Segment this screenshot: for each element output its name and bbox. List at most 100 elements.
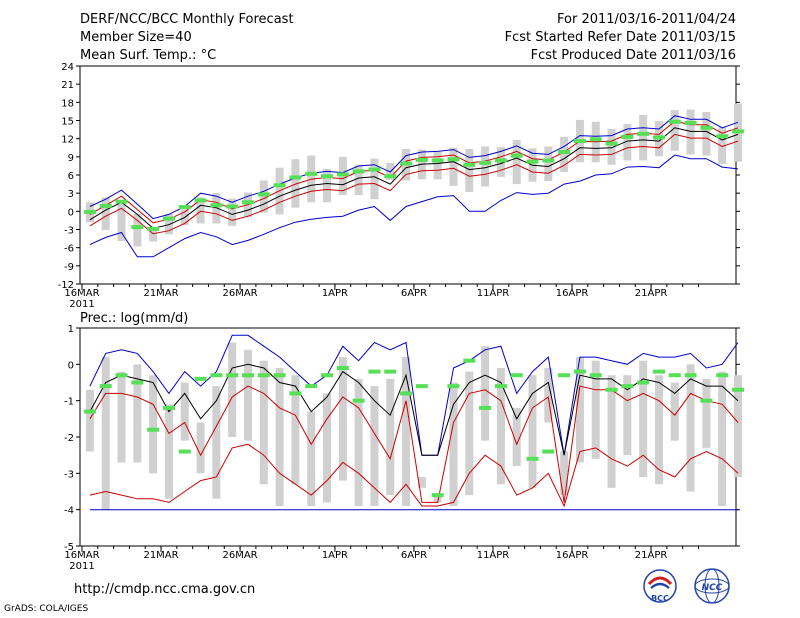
prec-ytick-label: 0 <box>68 360 74 371</box>
prec-xtick-label: 6APR <box>401 550 427 561</box>
variable-label: Mean Surf. Temp.: °C <box>80 48 217 63</box>
prec-xtick-label: 1APR <box>322 550 348 561</box>
prec-median-marker <box>447 384 460 389</box>
temp-box <box>133 213 142 247</box>
prec-median-marker <box>115 373 128 378</box>
temp-box <box>101 197 110 231</box>
svg-text:NCC: NCC <box>702 583 723 593</box>
prec-box <box>528 375 537 488</box>
prec-box <box>402 357 411 507</box>
prec-box <box>275 367 284 507</box>
temp-box <box>370 158 379 200</box>
footer-credit: GrADS: COLA/IGES <box>4 604 89 614</box>
temp-box <box>323 168 332 203</box>
svg-text:BCC: BCC <box>651 594 669 603</box>
temp-median-marker <box>463 162 476 167</box>
prec-box <box>639 360 648 477</box>
prec-box <box>433 495 442 503</box>
temp-ytick-label: -6 <box>64 244 74 255</box>
prec-box <box>386 378 395 496</box>
prec-median-marker <box>321 373 334 378</box>
prec-median-marker <box>637 380 650 385</box>
temp-median-marker <box>305 171 318 176</box>
prec-box <box>85 389 94 452</box>
prec-ytick-label: -4 <box>64 506 74 517</box>
bcc-logo-icon: BCC <box>643 569 677 603</box>
temp-median-marker <box>542 158 555 163</box>
prec-median-marker <box>289 391 302 396</box>
temp-box <box>117 200 126 242</box>
prec-box <box>734 375 742 477</box>
prec-median-marker <box>716 373 729 378</box>
prec-box <box>117 371 126 463</box>
prec-box <box>496 367 505 485</box>
temp-median-marker <box>99 203 112 208</box>
temp-median-marker <box>162 216 175 221</box>
prec-median-marker <box>700 398 713 403</box>
temp-xtick-label: 26MAR <box>222 288 257 299</box>
prec-median-marker <box>162 405 175 410</box>
footer-url[interactable]: http://cmdp.ncc.cma.gov.cn <box>74 582 256 597</box>
temp-median-marker <box>321 174 334 179</box>
temp-box <box>639 115 648 161</box>
prec-median-marker <box>99 384 112 389</box>
prec-box <box>164 404 173 499</box>
prec-median-marker <box>194 376 207 381</box>
produced-date: Fcst Produced Date 2011/03/16 <box>530 48 736 63</box>
temp-box <box>560 136 569 172</box>
prec-box <box>259 360 268 485</box>
prec-median-marker <box>210 373 223 378</box>
prec-max-line <box>89 334 739 456</box>
prec-median-marker <box>558 373 571 378</box>
temp-ytick-label: 0 <box>68 207 74 218</box>
precip-title: Prec.: log(mm/d) <box>80 311 188 326</box>
chart-title: DERF/NCC/BCC Monthly Forecast <box>80 12 294 27</box>
temp-ytick-label: 12 <box>61 135 74 146</box>
temp-xtick-label: 21APR <box>635 288 668 299</box>
temp-box <box>291 159 300 208</box>
temp-ytick-label: -9 <box>64 262 74 273</box>
temp-median-marker <box>558 149 571 154</box>
prec-median-marker <box>305 384 318 389</box>
temp-box <box>433 151 442 180</box>
temp-median-marker <box>510 153 523 158</box>
prec-box <box>481 346 490 441</box>
temp-box <box>512 139 521 185</box>
prec-median-marker <box>668 373 681 378</box>
prec-ytick-label: 1 <box>68 324 74 335</box>
prec-median-marker <box>621 384 634 389</box>
temp-box <box>670 110 679 151</box>
temp-box <box>686 109 695 155</box>
prec-median-marker <box>494 384 507 389</box>
temp-box <box>544 146 553 182</box>
temp-median-marker <box>415 157 428 162</box>
temp-median-marker <box>716 134 729 139</box>
prec-panel: -5 -4 -3 -2 -1 0 1 16MAR 21MAR 26MAR 1APR 6APR 11APR… <box>64 324 744 572</box>
temp-median-marker <box>526 159 539 164</box>
temp-median-marker <box>210 203 223 208</box>
temp-box <box>623 124 632 161</box>
temp-median-marker <box>684 120 697 125</box>
prec-box <box>449 382 458 507</box>
prec-box <box>354 378 363 507</box>
prec-box <box>370 386 379 507</box>
prec-box <box>544 367 553 423</box>
prec-median-marker <box>384 369 397 374</box>
temp-median-marker <box>147 226 160 231</box>
prec-median-marker <box>463 358 476 363</box>
prec-median-marker <box>257 373 270 378</box>
temp-p25-line <box>89 133 739 235</box>
temp-box <box>607 128 616 165</box>
temp-box <box>196 197 205 224</box>
temp-median-marker <box>384 174 397 179</box>
temp-median-marker <box>352 169 365 174</box>
temp-box <box>354 165 363 195</box>
temp-median-marker <box>494 158 507 163</box>
prec-median-marker <box>368 369 381 374</box>
member-size-label: Member Size=40 <box>80 30 192 45</box>
temp-median-marker <box>573 139 586 144</box>
prec-box <box>607 375 616 488</box>
prec-box <box>149 375 158 474</box>
prec-xtick-label: 16MAR <box>64 550 99 561</box>
